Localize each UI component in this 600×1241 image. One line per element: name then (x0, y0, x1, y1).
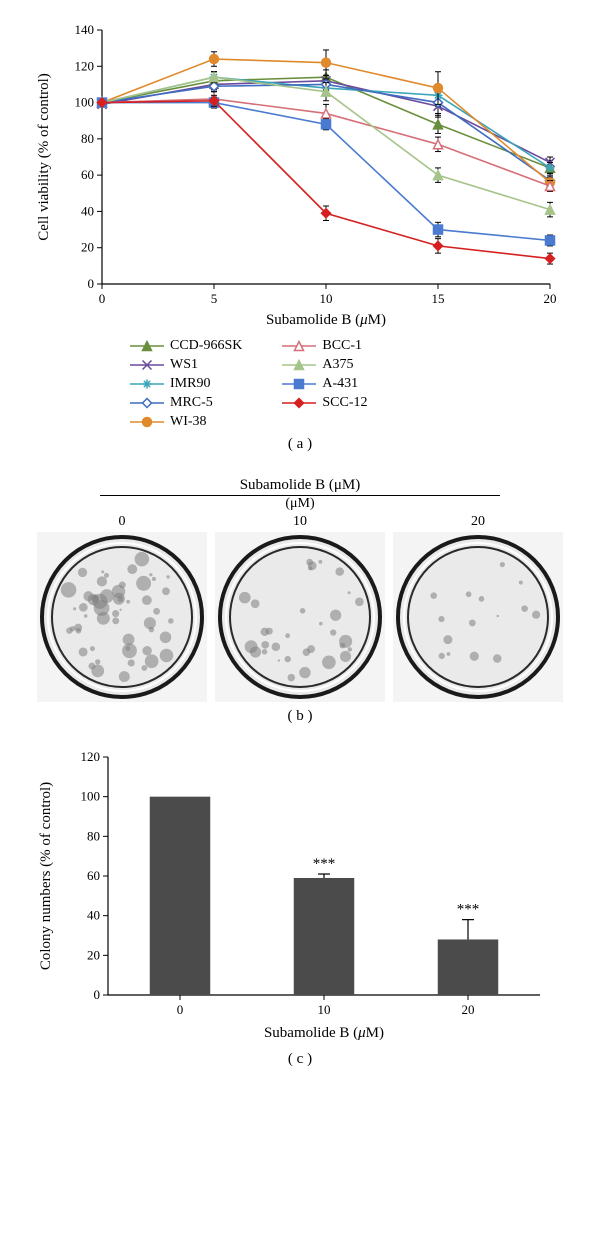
dish-column: 20 (393, 514, 563, 702)
petri-dish-image (37, 532, 207, 702)
panel-a-label: ( a ) (30, 436, 570, 453)
legend-item: A375 (282, 357, 367, 373)
svg-text:0: 0 (177, 1002, 184, 1017)
line-chart-legend: CCD-966SK WS1 IMR90 MRC-5 WI-38 BCC-1 A375 A-4… (30, 338, 570, 430)
legend-label: A375 (322, 357, 353, 373)
legend-label: MRC-5 (170, 395, 213, 411)
legend-marker-icon (282, 358, 316, 372)
svg-text:Colony numbers (% of control): Colony numbers (% of control) (38, 782, 54, 970)
legend-marker-icon (130, 358, 164, 372)
dish-dose-label: 10 (293, 514, 307, 530)
legend-item: IMR90 (130, 376, 242, 392)
legend-label: A-431 (322, 376, 358, 392)
svg-text:140: 140 (75, 22, 95, 37)
svg-text:20: 20 (87, 947, 100, 962)
svg-text:60: 60 (81, 167, 94, 182)
petri-dish-image (215, 532, 385, 702)
legend-label: CCD-966SK (170, 338, 242, 354)
svg-text:0: 0 (99, 291, 106, 306)
legend-item: CCD-966SK (130, 338, 242, 354)
svg-text:100: 100 (75, 95, 95, 110)
svg-text:Cell viability (% of control): Cell viability (% of control) (36, 73, 52, 240)
figure-wrapper: 02040608010012014005101520Subamolide B (… (0, 0, 600, 1088)
svg-text:80: 80 (87, 828, 100, 843)
legend-label: WI-38 (170, 414, 207, 430)
dish-dose-label: 20 (471, 514, 485, 530)
dish-column: 10 (215, 514, 385, 702)
panel-c: 0 20 40 60 80 100 120 0 10 *** 20 *** Subamolide B (… (30, 745, 570, 1068)
svg-text:0: 0 (88, 276, 95, 291)
legend-label: SCC-12 (322, 395, 367, 411)
svg-text:80: 80 (81, 131, 94, 146)
legend-marker-icon (130, 396, 164, 410)
legend-label: WS1 (170, 357, 198, 373)
legend-item: SCC-12 (282, 395, 367, 411)
svg-text:20: 20 (462, 1002, 475, 1017)
svg-text:120: 120 (75, 58, 95, 73)
svg-text:120: 120 (81, 749, 101, 764)
legend-item: WS1 (130, 357, 242, 373)
svg-text:20: 20 (81, 240, 94, 255)
svg-text:Subamolide B (μM): Subamolide B (μM) (266, 312, 386, 328)
legend-item: A-431 (282, 376, 367, 392)
legend-marker-icon (130, 339, 164, 353)
petri-dish-image (393, 532, 563, 702)
legend-item: MRC-5 (130, 395, 242, 411)
svg-text:10: 10 (318, 1002, 331, 1017)
legend-marker-icon (282, 339, 316, 353)
legend-marker-icon (282, 396, 316, 410)
legend-label: IMR90 (170, 376, 210, 392)
panel-b-subtitle: (μM) (30, 496, 570, 512)
legend-item: WI-38 (130, 414, 242, 430)
svg-text:20: 20 (544, 291, 557, 306)
dish-column: 0 (37, 514, 207, 702)
legend-marker-icon (130, 377, 164, 391)
dish-row: 0 10 20 (30, 514, 570, 702)
svg-text:***: *** (313, 856, 336, 872)
svg-text:15: 15 (432, 291, 445, 306)
dish-dose-label: 0 (119, 514, 126, 530)
svg-text:10: 10 (320, 291, 333, 306)
panel-c-label: ( c ) (30, 1051, 570, 1068)
legend-marker-icon (282, 377, 316, 391)
svg-text:***: *** (457, 902, 480, 918)
colony-bar-chart: 0 20 40 60 80 100 120 0 10 *** 20 *** Subamolide B (… (30, 745, 570, 1045)
svg-text:100: 100 (81, 789, 101, 804)
svg-text:60: 60 (87, 868, 100, 883)
svg-text:0: 0 (94, 987, 101, 1002)
legend-marker-icon (130, 415, 164, 429)
viability-line-chart: 0 20 40 60 80 100 120 140 0 5 10 15 20 Subamolide B (… (30, 20, 570, 330)
svg-text:Subamolide B (μM): Subamolide B (μM) (264, 1025, 384, 1041)
legend-item: BCC-1 (282, 338, 367, 354)
panel-b: Subamolide B (μM) (μM) 0 10 20 ( b ) (30, 477, 570, 725)
panel-a: 0 20 40 60 80 100 120 140 0 5 10 15 20 Subamolide B (… (30, 20, 570, 453)
panel-b-label: ( b ) (30, 708, 570, 725)
svg-text:5: 5 (211, 291, 218, 306)
legend-label: BCC-1 (322, 338, 362, 354)
panel-b-title: Subamolide B (μM) (30, 477, 570, 494)
svg-text:40: 40 (81, 203, 94, 218)
svg-text:40: 40 (87, 908, 100, 923)
